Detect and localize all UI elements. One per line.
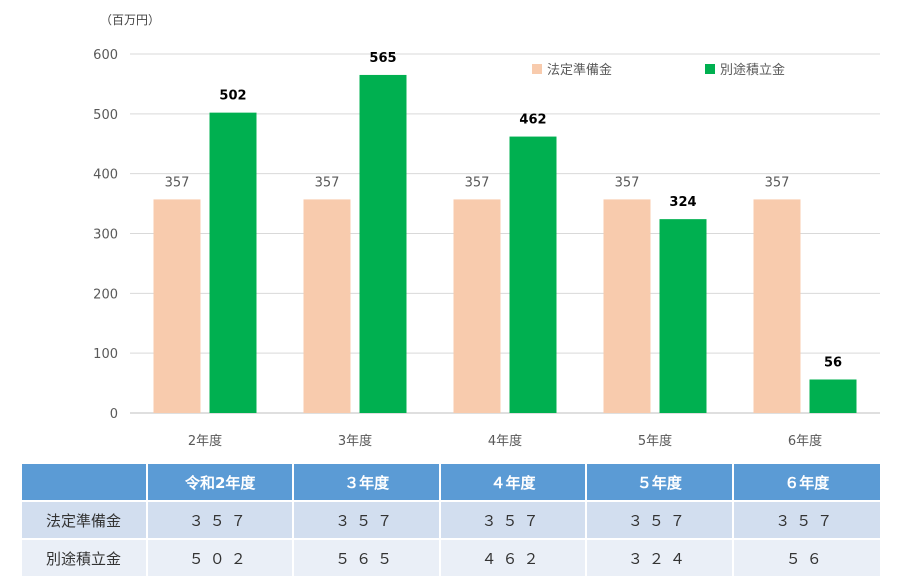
bar [659,219,707,413]
data-label: 462 [519,113,546,128]
y-axis: 0 100 200 300 400 500 600 [93,48,118,422]
table-row-label: 別途積立金 [22,538,148,576]
data-label: 357 [315,175,340,190]
data-label: 357 [765,175,790,190]
y-unit-label: （百万円） [100,13,160,27]
table-cell: ３２４ [587,538,734,576]
data-label: 565 [369,51,396,66]
legend-swatch [532,64,542,74]
x-tick-label: 6年度 [788,433,822,449]
bar [359,74,407,414]
table-header-cell: ４年度 [440,464,588,500]
y-tick-label: 300 [93,228,118,243]
table-header-cell: ５年度 [587,464,734,500]
table-row: 別途積立金 ５０２ ５６５ ４６２ ３２４ ５６ [22,538,880,576]
data-label: 56 [824,355,842,370]
y-tick-label: 500 [93,108,118,123]
bar [603,199,651,413]
table-header-row: 令和2年度 ３年度 ４年度 ５年度 ６年度 [22,464,880,500]
y-tick-label: 200 [93,287,118,302]
table-header-cell [22,464,148,500]
bar [809,379,857,413]
table-row: 法定準備金 ３５７ ３５７ ３５７ ３５７ ３５７ [22,500,880,538]
bar [453,199,501,413]
data-label: 357 [165,175,190,190]
table-cell: ３５７ [733,500,880,538]
x-tick-label: 5年度 [638,433,672,449]
legend: 法定準備金 別途積立金 [532,62,785,78]
table-header-cell: ３年度 [294,464,441,500]
table-cell: ３５７ [440,500,588,538]
table-header-cell: ６年度 [733,464,880,500]
bar [753,199,801,413]
table-header-cell: 令和2年度 [148,464,295,500]
bars: 357 502 357 565 357 462 357 324 357 56 [153,51,857,414]
legend-swatch [705,64,715,74]
bar [153,199,201,413]
table-row-label: 法定準備金 [22,500,148,538]
data-label: 357 [615,175,640,190]
legend-label: 別途積立金 [720,62,785,78]
x-tick-label: 2年度 [188,433,222,449]
y-tick-label: 100 [93,347,118,362]
table-cell: ３５７ [587,500,734,538]
table-cell: ３５７ [148,500,295,538]
y-tick-label: 0 [110,407,118,422]
data-table: 令和2年度 ３年度 ４年度 ５年度 ６年度 法定準備金 ３５７ ３５７ ３５７ … [22,464,880,576]
bar [209,112,257,414]
y-tick-label: 600 [93,48,118,63]
data-label: 324 [669,195,696,210]
table-cell: ４６２ [440,538,588,576]
bar [303,199,351,413]
y-tick-label: 400 [93,168,118,183]
table-cell: ５６５ [294,538,441,576]
x-tick-label: 3年度 [338,433,372,449]
table-cell: ５６ [733,538,880,576]
data-label: 502 [219,89,246,104]
x-tick-label: 4年度 [488,433,522,449]
table-cell: ５０２ [148,538,295,576]
bar [509,136,557,413]
legend-label: 法定準備金 [547,62,612,78]
table-cell: ３５７ [294,500,441,538]
data-label: 357 [465,175,490,190]
x-axis: 2年度 3年度 4年度 5年度 6年度 [188,433,822,449]
